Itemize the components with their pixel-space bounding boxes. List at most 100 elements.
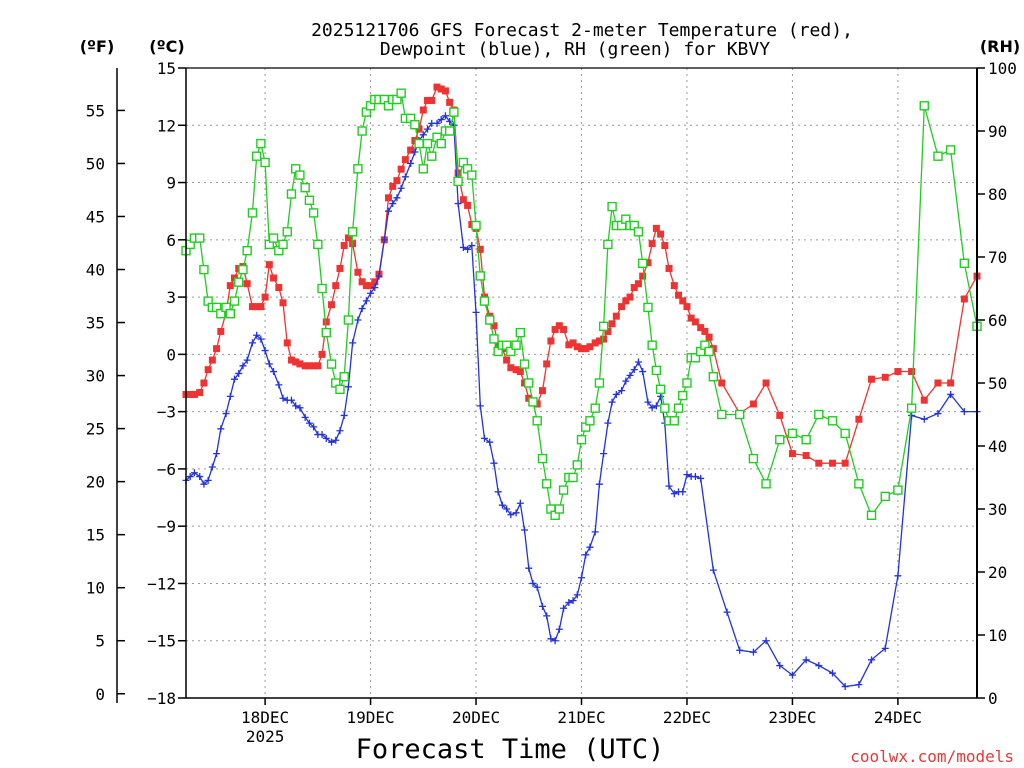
temperature-point <box>908 368 916 376</box>
x-axis-label: Forecast Time (UTC) <box>356 734 665 765</box>
dewpoint-point <box>600 450 608 458</box>
relative-humidity-point <box>260 157 270 168</box>
x-tick-label: 24DEC <box>874 708 922 727</box>
relative-humidity-point <box>840 428 850 439</box>
dewpoint-point <box>468 242 476 250</box>
temperature-point <box>657 230 665 238</box>
dewpoint-point <box>595 480 603 488</box>
rh-tick-label: 40 <box>988 437 1007 456</box>
relative-humidity-point <box>568 472 578 483</box>
temperature-point <box>384 194 392 202</box>
dewpoint-point <box>322 434 330 442</box>
temperature-point <box>829 459 837 467</box>
relative-humidity-point <box>576 435 587 445</box>
dewpoint-point <box>407 159 415 167</box>
dewpoint-point <box>652 402 660 410</box>
temperature-point <box>476 245 484 253</box>
relative-humidity-point <box>317 283 327 294</box>
x-tick-sublabel: 2025 <box>246 727 285 746</box>
relative-humidity-point <box>506 346 516 357</box>
dewpoint-point <box>332 436 340 444</box>
temperature-point <box>565 341 573 349</box>
dewpoint-point <box>235 369 243 377</box>
dewpoint-point <box>389 200 397 208</box>
relative-humidity-point <box>410 119 420 130</box>
relative-humidity-point <box>453 176 463 187</box>
dewpoint-point <box>736 646 744 654</box>
celsius-tick-label: 6 <box>166 231 176 250</box>
series-layer <box>181 83 982 691</box>
rh-axis-label: (RH) <box>980 37 1020 56</box>
relative-humidity-point <box>353 164 363 174</box>
relative-humidity-point <box>532 416 542 426</box>
relative-humidity-point <box>475 271 485 281</box>
relative-humidity-point <box>814 409 824 420</box>
temperature-point <box>652 224 660 232</box>
relative-humidity-line <box>185 91 978 517</box>
fahrenheit-tick-label: 35 <box>86 314 105 333</box>
chart-title-line1: 2025121706 GFS Forecast 2-meter Temperat… <box>311 20 853 41</box>
dewpoint-point <box>441 112 449 120</box>
temperature-point <box>490 322 498 330</box>
dewpoint-point <box>196 473 204 481</box>
relative-humidity-point <box>321 327 331 338</box>
temperature-point <box>543 360 551 368</box>
temperature-point <box>208 356 216 364</box>
dewpoint-point <box>881 644 889 652</box>
temperature-point <box>644 259 652 267</box>
relative-humidity-point <box>300 182 310 193</box>
dewpoint-point <box>401 173 409 181</box>
temperature-point <box>560 326 568 334</box>
dewpoint-point <box>367 289 375 297</box>
dewpoint-point <box>920 415 928 423</box>
relative-humidity-point <box>919 101 929 111</box>
relative-humidity-point <box>603 239 613 250</box>
dewpoint-point <box>261 347 269 355</box>
fahrenheit-tick-label: 10 <box>86 579 105 598</box>
dewpoint-point <box>336 427 344 435</box>
temperature-point <box>270 274 278 282</box>
dewpoint-point <box>723 608 731 616</box>
dewpoint-point <box>657 392 665 400</box>
temperature-point <box>604 327 612 335</box>
temperature-point <box>894 368 902 376</box>
dewpoint-point <box>679 488 687 496</box>
relative-humidity-point <box>537 453 548 464</box>
celsius-axis-label: (ºC) <box>149 37 184 56</box>
relative-humidity-point <box>347 227 358 237</box>
dewpoint-point <box>354 316 362 324</box>
dewpoint-point <box>788 671 796 679</box>
relative-humidity-point <box>396 88 406 98</box>
relative-humidity-point <box>801 435 811 445</box>
rh-tick-label: 10 <box>988 626 1007 645</box>
relative-humidity-point <box>880 491 890 502</box>
temperature-point <box>253 303 261 311</box>
dewpoint-point <box>762 637 770 645</box>
dewpoint-point <box>612 390 620 398</box>
relative-humidity-point <box>471 220 481 231</box>
relative-humidity-point <box>558 485 569 495</box>
dewpoint-point <box>204 476 212 484</box>
temperature-point <box>265 261 273 269</box>
dewpoint-point <box>908 411 916 419</box>
temperature-point <box>393 177 401 185</box>
dewpoint-point <box>555 625 563 633</box>
temperature-point <box>428 96 436 104</box>
temperature-point <box>204 366 212 374</box>
rh-tick-label: 80 <box>988 185 1007 204</box>
temperature-point <box>855 415 863 423</box>
temperature-point <box>762 379 770 387</box>
relative-humidity-point <box>647 340 657 350</box>
temperature-point <box>367 282 375 290</box>
relative-humidity-point <box>787 428 798 439</box>
relative-humidity-point <box>748 453 759 464</box>
temperature-point <box>626 293 634 301</box>
dewpoint-point <box>265 360 273 368</box>
temperature-point <box>661 242 669 250</box>
x-tick-label: 23DEC <box>768 708 816 727</box>
grid-lines <box>186 68 977 698</box>
relative-humidity-point <box>637 258 648 268</box>
dewpoint-point <box>217 425 225 433</box>
dewpoint-point <box>691 473 699 481</box>
relative-humidity-point <box>643 302 653 313</box>
